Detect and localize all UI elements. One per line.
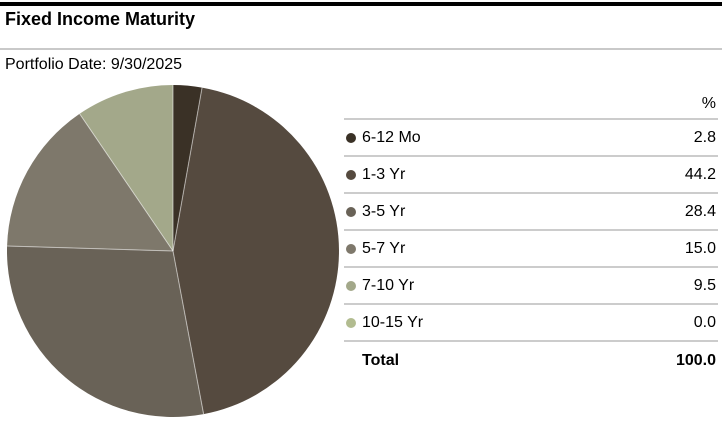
- legend-row: 1-3 Yr 44.2: [344, 157, 718, 194]
- total-value: 100.0: [675, 351, 716, 369]
- legend-dot-icon: [346, 317, 356, 328]
- legend-value: 9.5: [693, 276, 716, 294]
- legend-label: 7-10 Yr: [362, 276, 415, 294]
- total-row: Total 100.0: [344, 342, 718, 379]
- title-divider: [0, 48, 722, 50]
- portfolio-date: Portfolio Date: 9/30/2025: [5, 56, 183, 73]
- pie-slice-separator: [79, 113, 174, 252]
- legend-dot-icon: [346, 243, 356, 254]
- top-rule: [0, 2, 722, 6]
- legend-value: 44.2: [684, 165, 716, 183]
- pie-slice-7-10-yr: [79, 85, 173, 251]
- pie-chart-area: [6, 84, 340, 418]
- total-label: Total: [362, 351, 400, 369]
- legend-value: 0.0: [693, 313, 716, 331]
- legend-label: 1-3 Yr: [362, 165, 406, 183]
- legend-label: 10-15 Yr: [362, 313, 424, 331]
- legend-row: 7-10 Yr 9.5: [344, 268, 718, 305]
- page-title: Fixed Income Maturity: [5, 9, 196, 29]
- percent-column-header: %: [701, 95, 716, 112]
- pie-slice-separator: [172, 250, 205, 415]
- pie-slice-1-3-yr: [173, 87, 339, 415]
- legend-label: 5-7 Yr: [362, 239, 406, 257]
- pie-slice-separator: [172, 87, 203, 252]
- legend-row: 10-15 Yr 0.0: [344, 305, 718, 342]
- legend-row: 3-5 Yr 28.4: [344, 194, 718, 231]
- legend-label: 3-5 Yr: [362, 202, 406, 220]
- legend-value: 28.4: [684, 202, 716, 220]
- pie-slice-3-5-yr: [6, 246, 204, 417]
- legend-label: 6-12 Mo: [362, 128, 421, 146]
- legend-row: 5-7 Yr 15.0: [344, 231, 718, 268]
- legend-rows: 6-12 Mo 2.8 1-3 Yr 44.2 3-5 Yr 28.4 5-7 Yr 15.0…: [344, 120, 718, 342]
- legend-dot-icon: [346, 206, 356, 217]
- legend-table: % 6-12 Mo 2.8 1-3 Yr 44.2 3-5 Yr 28.4 5-7 Yr 15…: [344, 88, 718, 379]
- legend-value: 15.0: [684, 239, 716, 257]
- pie-chart: [6, 85, 339, 417]
- legend-dot-icon: [346, 169, 356, 180]
- legend-value: 2.8: [693, 128, 716, 146]
- pie-slice-5-7-yr: [7, 113, 173, 251]
- legend-row: 6-12 Mo 2.8: [344, 120, 718, 157]
- legend-dot-icon: [346, 280, 356, 291]
- table-header-row: %: [344, 88, 718, 120]
- legend-dot-icon: [346, 132, 356, 143]
- pie-slice-separator: [7, 245, 174, 252]
